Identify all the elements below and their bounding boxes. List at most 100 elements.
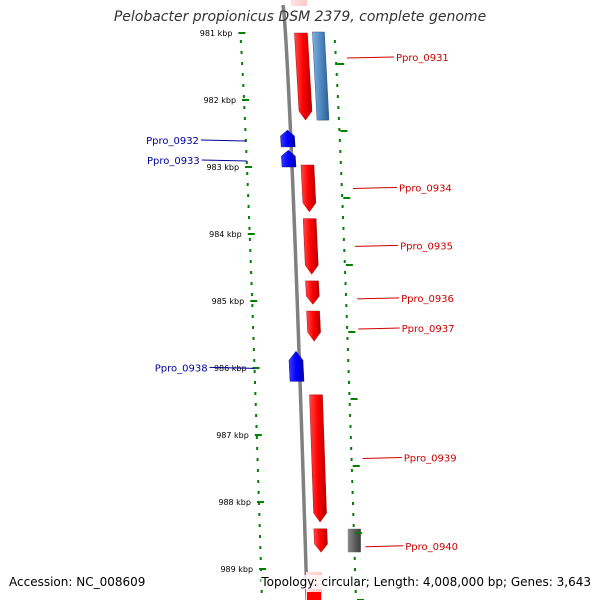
genome-backbone-line [281, 4, 309, 600]
outer-ruler-dot [344, 271, 347, 274]
ruler-tick-label: 985 kbp [212, 297, 245, 306]
ruler-tick-label: 982 kbp [203, 96, 236, 105]
inner-ruler-dot [256, 458, 259, 461]
outer-ruler-dot [341, 194, 344, 197]
ruler-major-tick [256, 501, 264, 503]
inner-ruler-dot [259, 557, 262, 560]
inner-ruler-dot [247, 194, 250, 197]
ruler-tick-label: 981 kbp [200, 29, 233, 38]
outer-ruler-dot [337, 117, 340, 120]
inner-ruler-dot [257, 491, 260, 494]
outer-ruler-dot [351, 491, 354, 494]
gene-label[interactable]: Ppro_0938 [155, 363, 208, 374]
outer-ruler-dot [348, 381, 351, 384]
gene-feature-reverse[interactable] [288, 350, 305, 382]
gene-label[interactable]: Ppro_0931 [396, 53, 449, 64]
gene-feature-forward[interactable] [294, 32, 313, 121]
inner-ruler-dot [243, 106, 246, 109]
gene-label[interactable]: Ppro_0935 [400, 241, 453, 252]
offscreen-gene-stub [307, 592, 321, 600]
outer-ruler-dot [345, 304, 348, 307]
inner-ruler-dot [254, 381, 257, 384]
outer-ruler-dot [350, 469, 353, 472]
ruler-tick-label: 989 kbp [220, 565, 253, 574]
gene-labels-layer: Ppro_0931 Ppro_0932 Ppro_0933 Ppro_0934 Ppro… [146, 53, 458, 553]
accession-text: Accession: NC_008609 [9, 575, 146, 589]
outer-ruler-dot [349, 414, 352, 417]
outer-ruler-dot [339, 150, 342, 153]
rna-feature [312, 31, 330, 121]
inner-ruler-dot [244, 128, 247, 131]
inner-ruler-dot [257, 502, 260, 505]
outer-ruler-dot [347, 359, 350, 362]
outer-ruler-dot [340, 183, 343, 186]
inner-ruler-dot [245, 150, 248, 153]
gene-label-leader [362, 456, 402, 459]
ruler-major-tick [250, 300, 258, 302]
inner-ruler-dot [250, 271, 253, 274]
inner-ruler-dot [257, 480, 260, 483]
outer-ruler-dot [335, 73, 338, 76]
window-edge-highlight [291, 0, 307, 6]
outer-ruler-tick [350, 398, 358, 400]
ruler-major-tick [242, 99, 250, 101]
outer-ruler-dot [352, 513, 355, 516]
outer-ruler-dot [346, 337, 349, 340]
outer-ruler-dot [346, 348, 349, 351]
gene-label[interactable]: Ppro_0936 [401, 294, 454, 305]
inner-ruler-dot [256, 469, 259, 472]
inner-ruler-dot [255, 425, 258, 428]
gene-feature-reverse[interactable] [280, 129, 296, 148]
inner-ruler-dot [241, 73, 244, 76]
inner-ruler-dot [243, 117, 246, 120]
inner-ruler-dot [241, 62, 244, 65]
gene-feature-forward[interactable] [305, 280, 320, 305]
outer-ruler-dot [342, 227, 345, 230]
inner-ruler-dot [254, 392, 257, 395]
outer-ruler-dot [337, 106, 340, 109]
outer-ruler-tick [345, 264, 353, 266]
gene-label-leader [346, 56, 394, 59]
gene-label[interactable]: Ppro_0933 [147, 156, 200, 167]
outer-ruler-dot [344, 282, 347, 285]
gene-feature-forward[interactable] [309, 394, 327, 523]
outer-ruler-dot [343, 260, 346, 263]
outer-ruler-dot [353, 557, 356, 560]
outer-ruler-dot [348, 392, 351, 395]
inner-ruler-dot [259, 546, 262, 549]
gene-feature-reverse[interactable] [281, 149, 297, 168]
inner-ruler-dot [251, 304, 254, 307]
inner-ruler-dot [255, 436, 258, 439]
gene-label[interactable]: Ppro_0937 [402, 324, 455, 335]
ruler-major-tick [238, 32, 246, 34]
ruler-dots-layer [239, 40, 357, 593]
outer-ruler-dot [345, 315, 348, 318]
inner-ruler-dot [246, 172, 249, 175]
inner-ruler-dot [259, 535, 262, 538]
inner-ruler-dot [239, 40, 242, 43]
inner-ruler-dot [250, 293, 253, 296]
gene-label-leader [357, 297, 400, 300]
gene-label[interactable]: Ppro_0939 [404, 453, 457, 464]
gene-feature-forward[interactable] [306, 310, 321, 342]
gene-feature-forward[interactable] [302, 218, 319, 275]
outer-ruler-tick [348, 331, 356, 333]
gene-feature-forward[interactable] [300, 164, 317, 213]
gene-label[interactable]: Ppro_0940 [405, 542, 458, 553]
inner-ruler-dot [246, 183, 249, 186]
inner-ruler-dot [252, 337, 255, 340]
inner-ruler-dot [253, 370, 256, 373]
outer-ruler-dot [342, 238, 345, 241]
inner-ruler-dot [260, 590, 263, 593]
inner-ruler-dot [245, 161, 248, 164]
gene-label[interactable]: Ppro_0932 [146, 136, 199, 147]
outer-ruler-dot [336, 95, 339, 98]
outer-ruler-dot [354, 590, 357, 593]
gene-feature-forward[interactable] [313, 528, 328, 553]
inner-ruler-dot [249, 249, 252, 252]
gene-label[interactable]: Ppro_0934 [399, 183, 452, 194]
outer-ruler-dot [335, 62, 338, 65]
gene-label-leader [355, 244, 399, 247]
outer-ruler-dot [333, 40, 336, 43]
outer-ruler-dot [344, 293, 347, 296]
